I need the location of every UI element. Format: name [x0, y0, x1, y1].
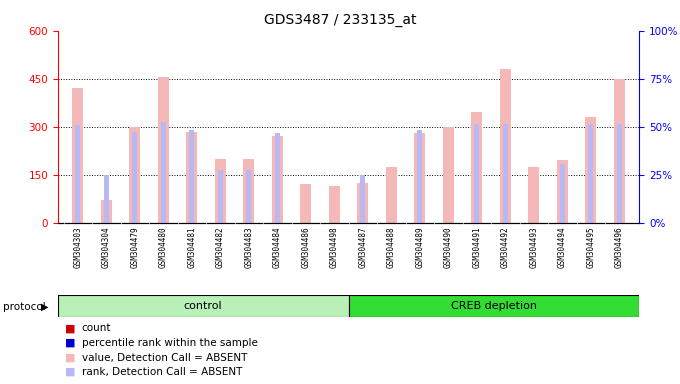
Text: GSM304489: GSM304489 [415, 226, 424, 268]
Text: GSM304494: GSM304494 [558, 226, 566, 268]
Text: GSM304480: GSM304480 [158, 226, 168, 268]
Bar [215, 159, 226, 223]
Bar [360, 175, 365, 223]
Text: value, Detection Call = ABSENT: value, Detection Call = ABSENT [82, 353, 247, 362]
Text: GSM304483: GSM304483 [244, 226, 253, 268]
Bar [528, 167, 539, 223]
Text: ▶: ▶ [41, 302, 48, 312]
Bar [560, 164, 565, 223]
Bar [617, 124, 622, 223]
Bar [160, 122, 166, 223]
Text: GSM304484: GSM304484 [273, 226, 282, 268]
Text: GSM304481: GSM304481 [187, 226, 197, 268]
Text: ■: ■ [65, 353, 75, 362]
Bar [101, 200, 112, 223]
Text: protocol: protocol [3, 302, 46, 312]
Bar [243, 159, 254, 223]
Bar [348, 295, 639, 317]
Text: GSM304492: GSM304492 [500, 226, 510, 268]
Bar [271, 136, 283, 223]
Bar [585, 117, 596, 223]
Bar [129, 127, 141, 223]
Bar [218, 170, 223, 223]
Text: GSM304304: GSM304304 [102, 226, 111, 268]
Text: GSM304479: GSM304479 [131, 226, 139, 268]
Text: GSM304495: GSM304495 [586, 226, 595, 268]
Text: ■: ■ [65, 323, 75, 333]
Bar [503, 124, 508, 223]
Text: GSM304490: GSM304490 [444, 226, 453, 268]
Bar [471, 113, 482, 223]
Text: control: control [184, 301, 222, 311]
Bar [132, 131, 137, 223]
Text: count: count [82, 323, 111, 333]
Bar [103, 175, 109, 223]
Bar [443, 127, 454, 223]
Bar [556, 161, 568, 223]
Bar [328, 186, 340, 223]
Text: GSM304303: GSM304303 [73, 226, 82, 268]
Text: GSM304486: GSM304486 [301, 226, 310, 268]
Text: GSM304498: GSM304498 [330, 226, 339, 268]
Bar [474, 124, 479, 223]
Bar [246, 170, 252, 223]
Bar [275, 133, 279, 223]
Text: GSM304496: GSM304496 [615, 226, 624, 268]
Text: rank, Detection Call = ABSENT: rank, Detection Call = ABSENT [82, 367, 242, 377]
Text: GSM304482: GSM304482 [216, 226, 225, 268]
Text: ■: ■ [65, 338, 75, 348]
Bar [357, 183, 369, 223]
Bar [72, 88, 84, 223]
Bar [58, 295, 348, 317]
Text: percentile rank within the sample: percentile rank within the sample [82, 338, 258, 348]
Bar [300, 184, 311, 223]
Bar [75, 125, 80, 223]
Bar [386, 167, 397, 223]
Bar [186, 131, 197, 223]
Bar [588, 124, 594, 223]
Text: GSM304487: GSM304487 [358, 226, 367, 268]
Bar [158, 77, 169, 223]
Text: GSM304488: GSM304488 [387, 226, 396, 268]
Bar [613, 79, 625, 223]
Text: GSM304491: GSM304491 [472, 226, 481, 268]
Bar [500, 69, 511, 223]
Bar [414, 133, 426, 223]
Text: ■: ■ [65, 367, 75, 377]
Text: CREB depletion: CREB depletion [451, 301, 537, 311]
Bar [418, 130, 422, 223]
Bar [189, 130, 194, 223]
Text: GDS3487 / 233135_at: GDS3487 / 233135_at [264, 13, 416, 27]
Text: GSM304493: GSM304493 [529, 226, 539, 268]
